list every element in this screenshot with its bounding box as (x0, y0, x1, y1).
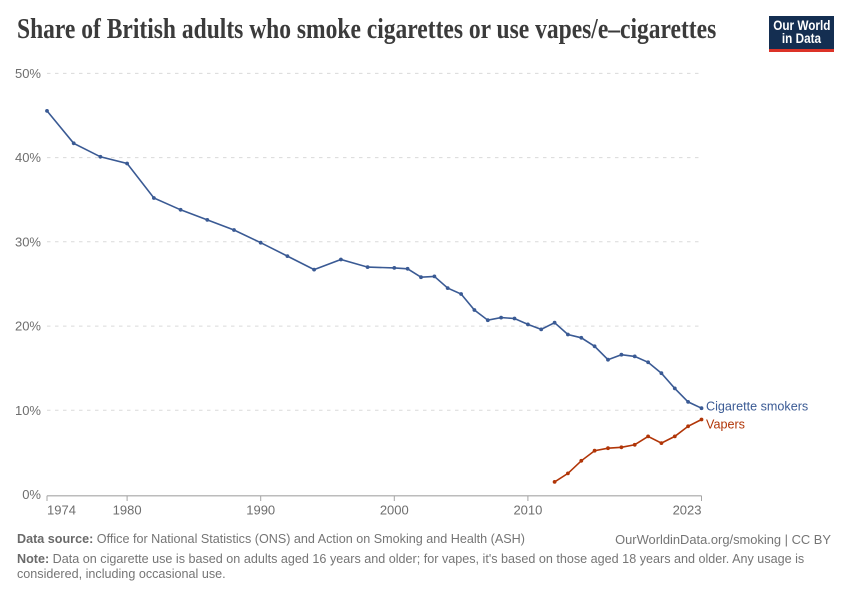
svg-text:50%: 50% (15, 66, 41, 81)
svg-text:Cigarette smokers: Cigarette smokers (706, 400, 808, 414)
svg-text:1980: 1980 (113, 503, 142, 518)
svg-text:40%: 40% (15, 150, 41, 165)
svg-text:2023: 2023 (673, 503, 702, 518)
svg-text:2000: 2000 (380, 503, 409, 518)
svg-text:1974: 1974 (47, 503, 76, 518)
svg-text:30%: 30% (15, 234, 41, 249)
svg-text:0%: 0% (22, 487, 41, 502)
svg-text:20%: 20% (15, 319, 41, 334)
svg-text:Vapers: Vapers (706, 418, 745, 432)
svg-text:10%: 10% (15, 403, 41, 418)
svg-text:2010: 2010 (513, 503, 542, 518)
svg-text:1990: 1990 (246, 503, 275, 518)
